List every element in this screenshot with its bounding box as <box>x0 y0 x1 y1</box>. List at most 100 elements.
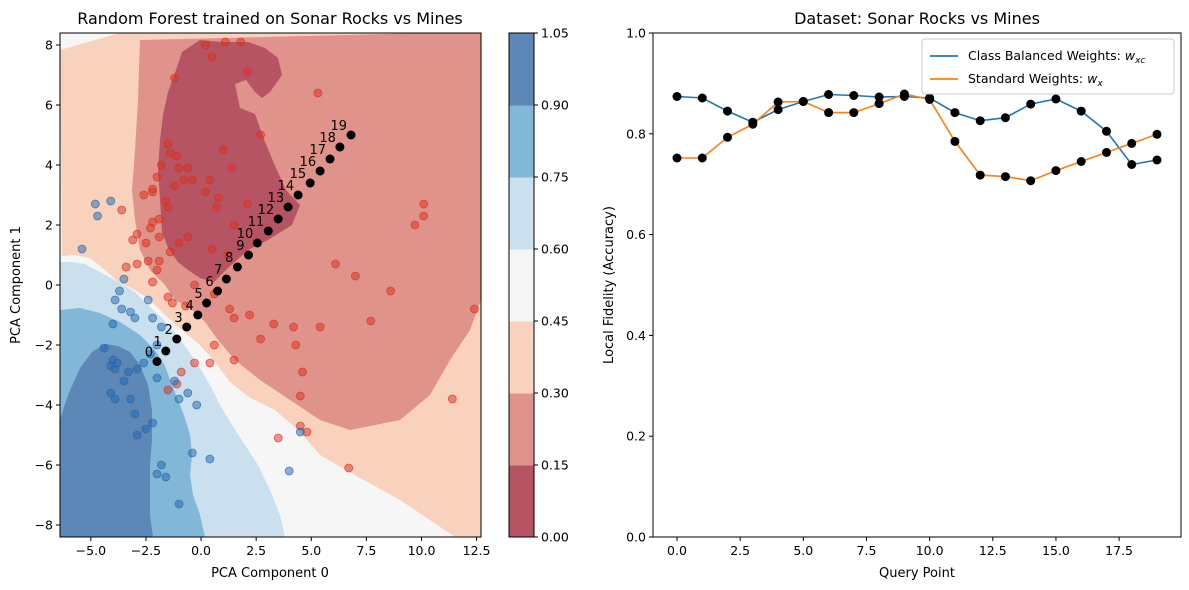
mine-data-point <box>227 163 237 173</box>
query-point-label: 8 <box>225 251 233 266</box>
mine-data-point <box>218 145 228 155</box>
legend-w-symbol: w <box>1087 71 1098 86</box>
rock-data-point <box>115 286 124 296</box>
query-point <box>315 166 325 176</box>
mine-data-point <box>167 298 177 308</box>
colorbar-tick-label: 1.05 <box>541 26 569 41</box>
series-marker-class-balanced <box>1152 155 1162 165</box>
x-tick-label: 5.0 <box>301 543 321 558</box>
query-point-label: 19 <box>330 119 347 134</box>
colorbar-tick-label: 0.90 <box>541 98 569 113</box>
colorbar-tick-label: 0.15 <box>541 458 569 473</box>
x-tick-label: 10.0 <box>916 543 944 558</box>
query-point <box>244 250 253 260</box>
query-point-label: 13 <box>268 191 285 206</box>
query-point-label: 6 <box>205 275 213 290</box>
mine-data-point <box>229 313 239 323</box>
colorbar-tick-label: 0.75 <box>541 170 569 185</box>
x-tick-label: 0.0 <box>667 543 687 558</box>
mine-data-point <box>223 250 232 260</box>
rock-data-point <box>143 295 153 305</box>
series-marker-standard <box>824 108 834 118</box>
series-marker-standard <box>1051 166 1061 176</box>
rock-data-point <box>126 307 135 317</box>
x-tick-label: 12.5 <box>463 543 491 558</box>
mine-data-point <box>207 52 217 62</box>
series-marker-class-balanced <box>950 108 960 118</box>
mine-data-point <box>165 247 175 257</box>
mine-data-point <box>152 172 162 182</box>
mine-data-point <box>132 229 142 239</box>
query-point-label: 15 <box>290 167 307 182</box>
rock-data-point <box>119 376 129 386</box>
rock-data-point <box>156 460 166 470</box>
right-y-axis-label: Local Fidelity (Accuracy) <box>602 206 617 364</box>
series-marker-standard <box>874 99 884 109</box>
mine-data-point <box>386 286 396 296</box>
x-tick-label: 15.0 <box>1042 543 1070 558</box>
series-marker-standard <box>1076 157 1086 166</box>
mine-data-point <box>163 202 173 212</box>
y-tick-label: 4 <box>45 158 53 173</box>
query-point-label: 18 <box>319 131 336 146</box>
series-marker-class-balanced <box>672 92 682 101</box>
query-point-label: 4 <box>186 299 194 314</box>
y-tick-label: 0 <box>45 278 53 293</box>
mine-data-point <box>174 163 184 173</box>
rock-data-point <box>110 295 120 305</box>
x-tick-label: −2.5 <box>131 543 161 558</box>
colorbar: 0.00 0.15 0.30 0.45 0.60 0.75 0.90 1.05 <box>508 26 569 545</box>
series-marker-standard <box>1102 147 1111 157</box>
line-markers <box>672 89 1162 186</box>
colorbar-tick-label: 0.30 <box>541 386 569 401</box>
rock-data-point <box>148 313 158 323</box>
mine-data-point <box>148 277 158 287</box>
rock-data-point <box>130 409 140 419</box>
rock-data-point <box>110 364 120 374</box>
query-point <box>305 178 315 188</box>
left-x-axis-label: PCA Component 0 <box>211 566 329 581</box>
right-axes-frame <box>652 32 1182 538</box>
series-marker-class-balanced <box>1127 160 1137 169</box>
mine-data-point <box>172 151 182 161</box>
right-y-ticks: 0.0 0.2 0.4 0.6 0.8 1.0 <box>626 26 653 545</box>
legend: Class Balanced Weights: wxc Standard Wei… <box>921 38 1175 95</box>
query-point-label: 17 <box>309 143 326 158</box>
right-x-axis-label: Query Point <box>879 566 955 581</box>
y-tick-label: 8 <box>45 38 53 53</box>
contour-level-0.00-0.15 <box>158 40 300 282</box>
query-point-label: 2 <box>165 323 173 338</box>
y-tick-label: −4 <box>35 398 53 413</box>
mine-data-point <box>174 238 184 248</box>
mine-data-point <box>128 235 138 245</box>
rock-data-point <box>139 358 149 368</box>
line-series <box>676 93 1158 182</box>
rock-data-point <box>205 454 215 464</box>
y-tick-label: −8 <box>35 518 53 533</box>
rock-data-point <box>106 196 116 206</box>
mine-data-point <box>170 73 180 83</box>
mine-data-point <box>154 232 164 242</box>
mine-data-point <box>289 322 299 332</box>
colorbar-ticks: 0.00 0.15 0.30 0.45 0.60 0.75 0.90 1.05 <box>534 26 569 545</box>
query-point-label: 16 <box>300 155 317 170</box>
mine-data-point <box>256 130 266 140</box>
colorbar-frame <box>508 32 535 538</box>
line-chart: Dataset: Sonar Rocks vs Mines 0.0 2.5 5.0 7… <box>602 9 1182 581</box>
series-marker-standard <box>849 108 859 118</box>
query-point-label: 10 <box>237 227 254 242</box>
mine-data-point <box>152 265 162 275</box>
mine-data-point <box>209 340 219 350</box>
series-marker-standard <box>950 136 960 146</box>
series-marker-class-balanced <box>723 106 732 116</box>
right-x-ticks: 0.0 2.5 5.0 7.5 10.0 12.5 15.0 17.5 <box>667 537 1133 558</box>
mine-data-point <box>132 259 142 269</box>
series-marker-standard <box>798 97 808 106</box>
series-line-class-balanced <box>676 93 1158 166</box>
rock-data-point <box>174 394 184 404</box>
rock-data-point <box>284 466 294 476</box>
rock-data-point <box>192 400 202 410</box>
mine-data-point <box>366 316 376 326</box>
rock-data-point <box>183 388 193 398</box>
